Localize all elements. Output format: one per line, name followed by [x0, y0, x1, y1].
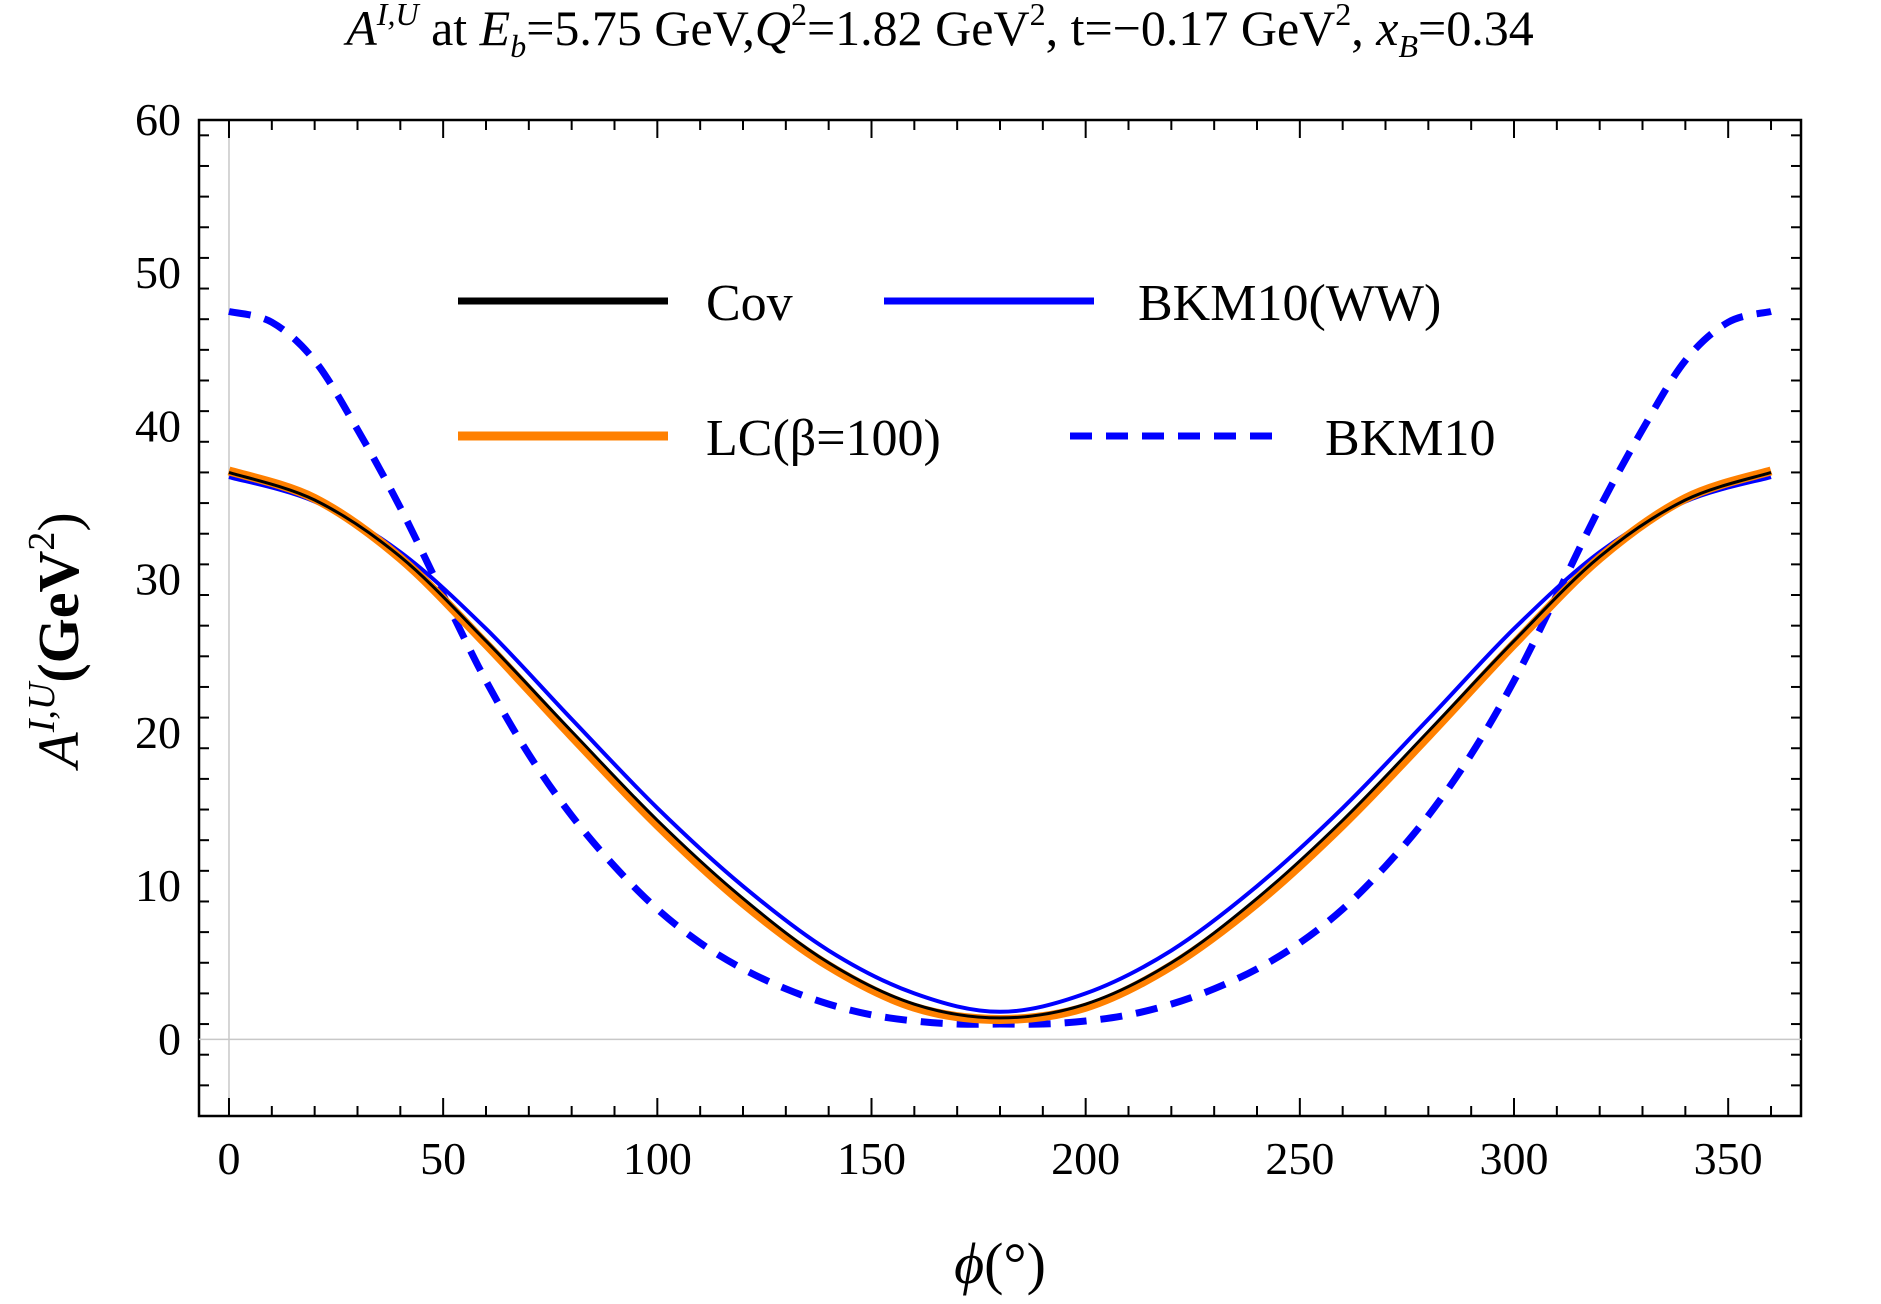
series-cov-line	[228, 471, 1772, 1020]
x-axis-label: ϕ(°)	[954, 1231, 1046, 1296]
series-bkm10ww-line	[228, 475, 1772, 1014]
x-tick-label: 300	[1480, 1133, 1549, 1184]
y-tick-label: 10	[135, 860, 181, 911]
x-tick-label: 250	[1265, 1133, 1334, 1184]
tick-labels: 0 50 100 150 200 250 300 350 0 10 20 30 40 50 60	[135, 94, 1763, 1184]
y-tick-label: 30	[135, 554, 181, 605]
plot-frame	[197, 118, 1803, 1118]
x-tick-label: 150	[837, 1133, 906, 1184]
y-tick-label: 0	[158, 1013, 181, 1064]
legend-label-bkm10: BKM10	[1325, 410, 1495, 467]
x-tick-label: 200	[1051, 1133, 1120, 1184]
x-tick-label: 100	[623, 1133, 692, 1184]
legend-label-bkm10ww: BKM10(WW)	[1138, 275, 1441, 332]
y-tick-label: 20	[135, 707, 181, 758]
y-tick-label: 40	[135, 400, 181, 451]
legend: Cov BKM10(WW) LC(β=100) BKM10	[458, 275, 1495, 467]
series-layer	[227, 308, 1773, 1028]
y-axis-label: AI,U(GeV2)	[21, 512, 91, 771]
series-lc-line	[227, 466, 1773, 1024]
x-tick-label: 350	[1694, 1133, 1763, 1184]
legend-label-lc: LC(β=100)	[706, 410, 941, 467]
x-tick-label: 50	[420, 1133, 466, 1184]
x-tick-label: 0	[217, 1133, 240, 1184]
y-tick-label: 60	[135, 94, 181, 145]
chart-title: AI,U at Eb=5.75 GeV,Q2=1.82 GeV2, t=−0.1…	[343, 0, 1534, 64]
series-bkm10-line	[228, 308, 1772, 1028]
y-tick-label: 50	[135, 247, 181, 298]
ticks	[199, 120, 1801, 1117]
legend-label-cov: Cov	[706, 275, 793, 332]
